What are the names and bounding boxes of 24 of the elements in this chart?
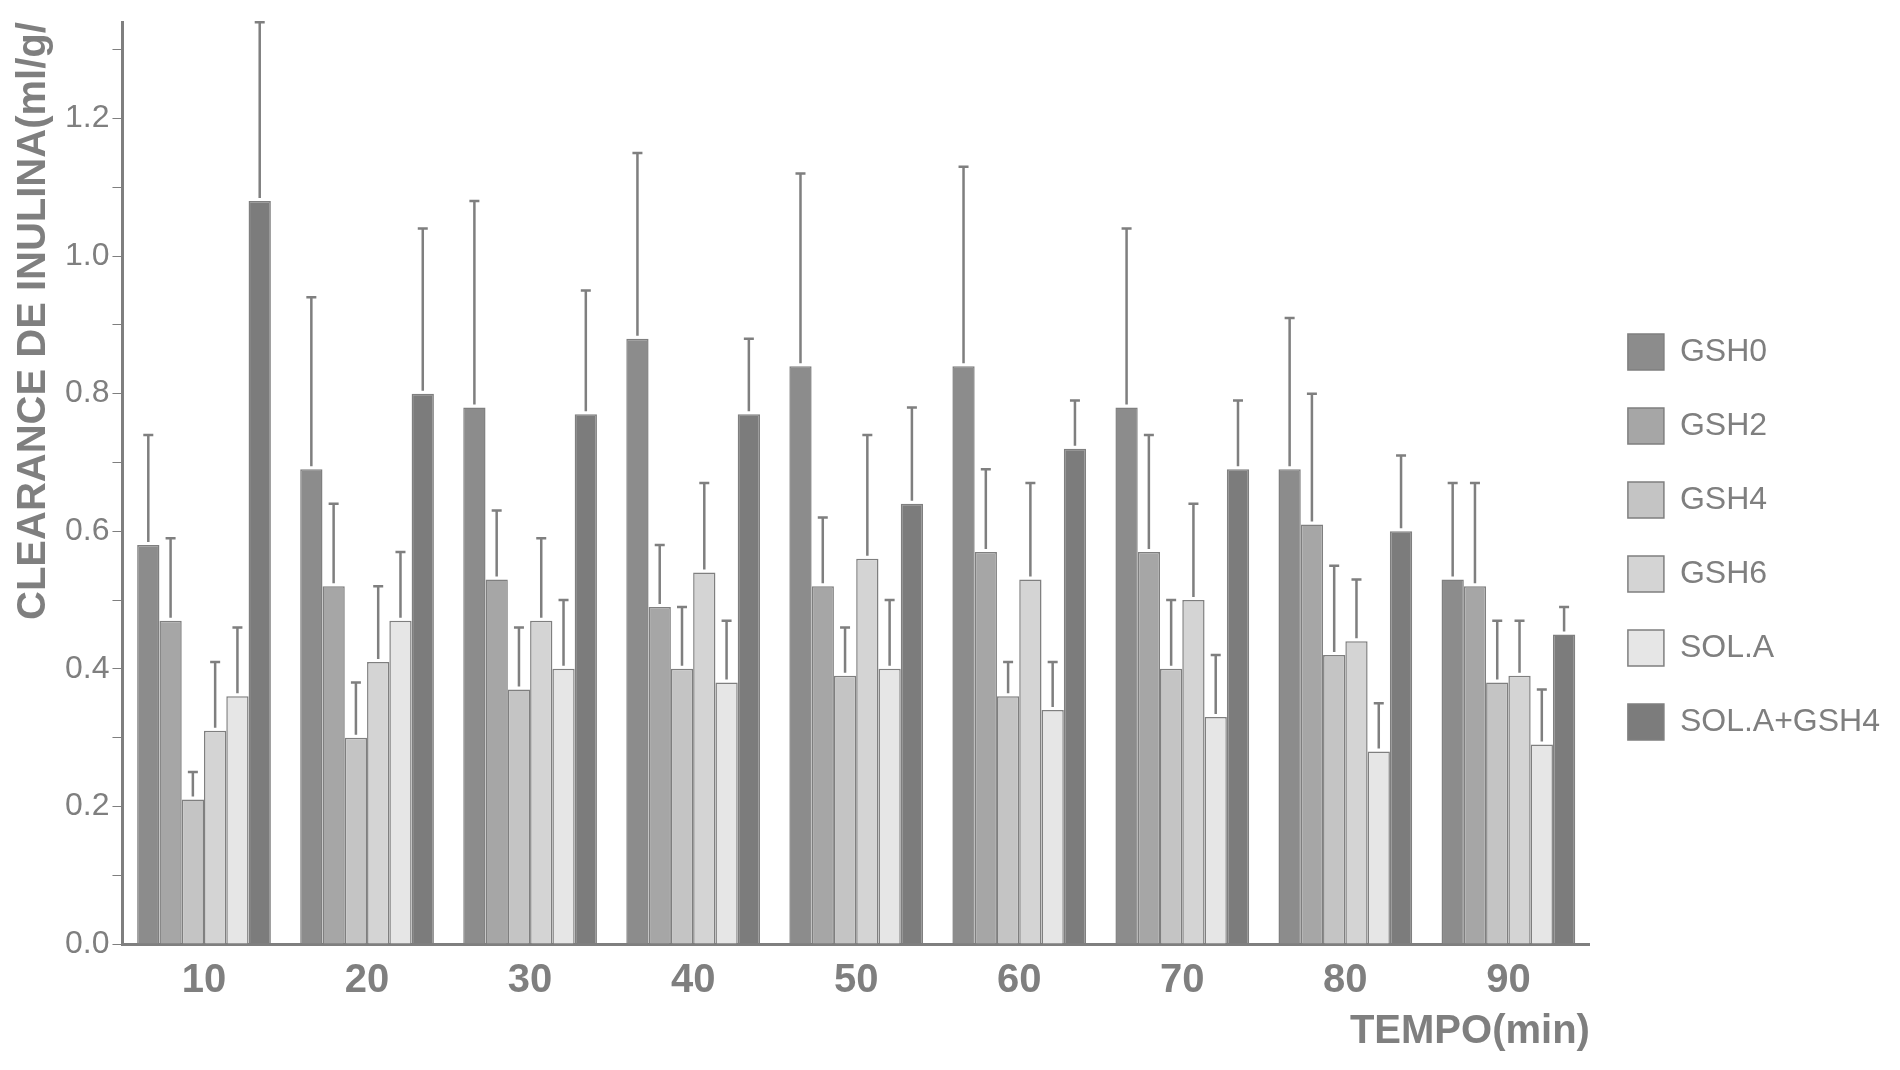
x-tick-label: 60 xyxy=(996,956,1042,1001)
y-tick-label: 1.2 xyxy=(65,98,110,135)
y-tick-label: 1.0 xyxy=(65,235,110,272)
legend-label: GSH4 xyxy=(1679,479,1768,516)
legend-label: GSH6 xyxy=(1679,553,1768,590)
x-tick-label: 50 xyxy=(833,956,879,1001)
x-tick-label: 10 xyxy=(181,956,227,1001)
x-tick-label: 20 xyxy=(344,956,390,1001)
y-tick-label: 0.6 xyxy=(65,511,110,548)
legend-label: SOL.A xyxy=(1679,627,1775,664)
y-tick-label: 0.2 xyxy=(65,786,110,823)
legend-label: SOL.A+GSH4 xyxy=(1679,701,1880,738)
legend-label: GSH2 xyxy=(1679,405,1768,442)
x-tick-label: 30 xyxy=(507,956,553,1001)
x-tick-label: 90 xyxy=(1486,956,1531,1001)
x-tick-label: 80 xyxy=(1323,956,1368,1001)
y-axis-title: CLEARANCE DE INULINA(ml/g/ xyxy=(9,22,54,620)
y-tick-label: 0.0 xyxy=(65,923,110,960)
y-tick-label: 0.4 xyxy=(65,648,110,685)
y-tick-label: 0.8 xyxy=(65,373,110,410)
x-tick-label: 40 xyxy=(670,956,716,1001)
legend-label: GSH0 xyxy=(1679,331,1768,368)
x-axis-title: TEMPO(min) xyxy=(1349,1007,1590,1052)
x-tick-label: 70 xyxy=(1160,956,1205,1001)
